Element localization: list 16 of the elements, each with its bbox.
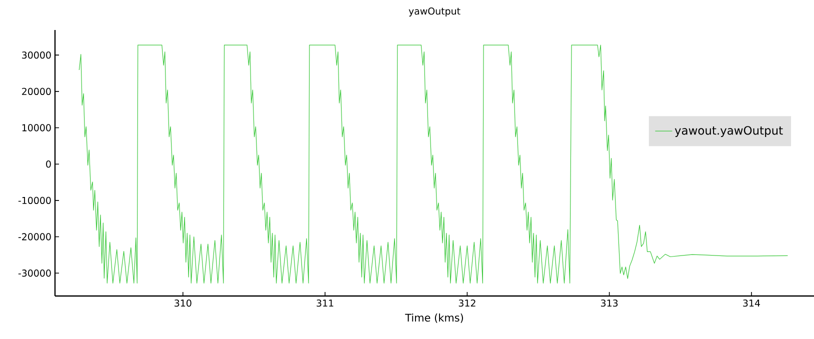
x-tick-label: 313 — [601, 300, 618, 307]
y-tick-label: 10000 — [22, 124, 51, 132]
chart-title: yawOutput — [408, 8, 460, 17]
x-tick-label: 314 — [743, 300, 760, 307]
legend-label: yawout.yawOutput — [674, 126, 783, 137]
line-series — [78, 44, 788, 284]
y-tick-label: 30000 — [22, 51, 51, 59]
x-tick-label: 310 — [174, 300, 192, 307]
x-tick-label: 311 — [316, 300, 334, 307]
y-tick-label: 20000 — [22, 88, 51, 95]
y-tick-label: -30000 — [18, 270, 51, 277]
y-tick-label: -10000 — [18, 196, 51, 204]
y-tick-label: 0 — [46, 160, 51, 168]
x-tick-label: 312 — [458, 300, 476, 307]
y-tick-label: -20000 — [18, 233, 51, 240]
x-axis-title: Time (kms) — [405, 314, 463, 323]
